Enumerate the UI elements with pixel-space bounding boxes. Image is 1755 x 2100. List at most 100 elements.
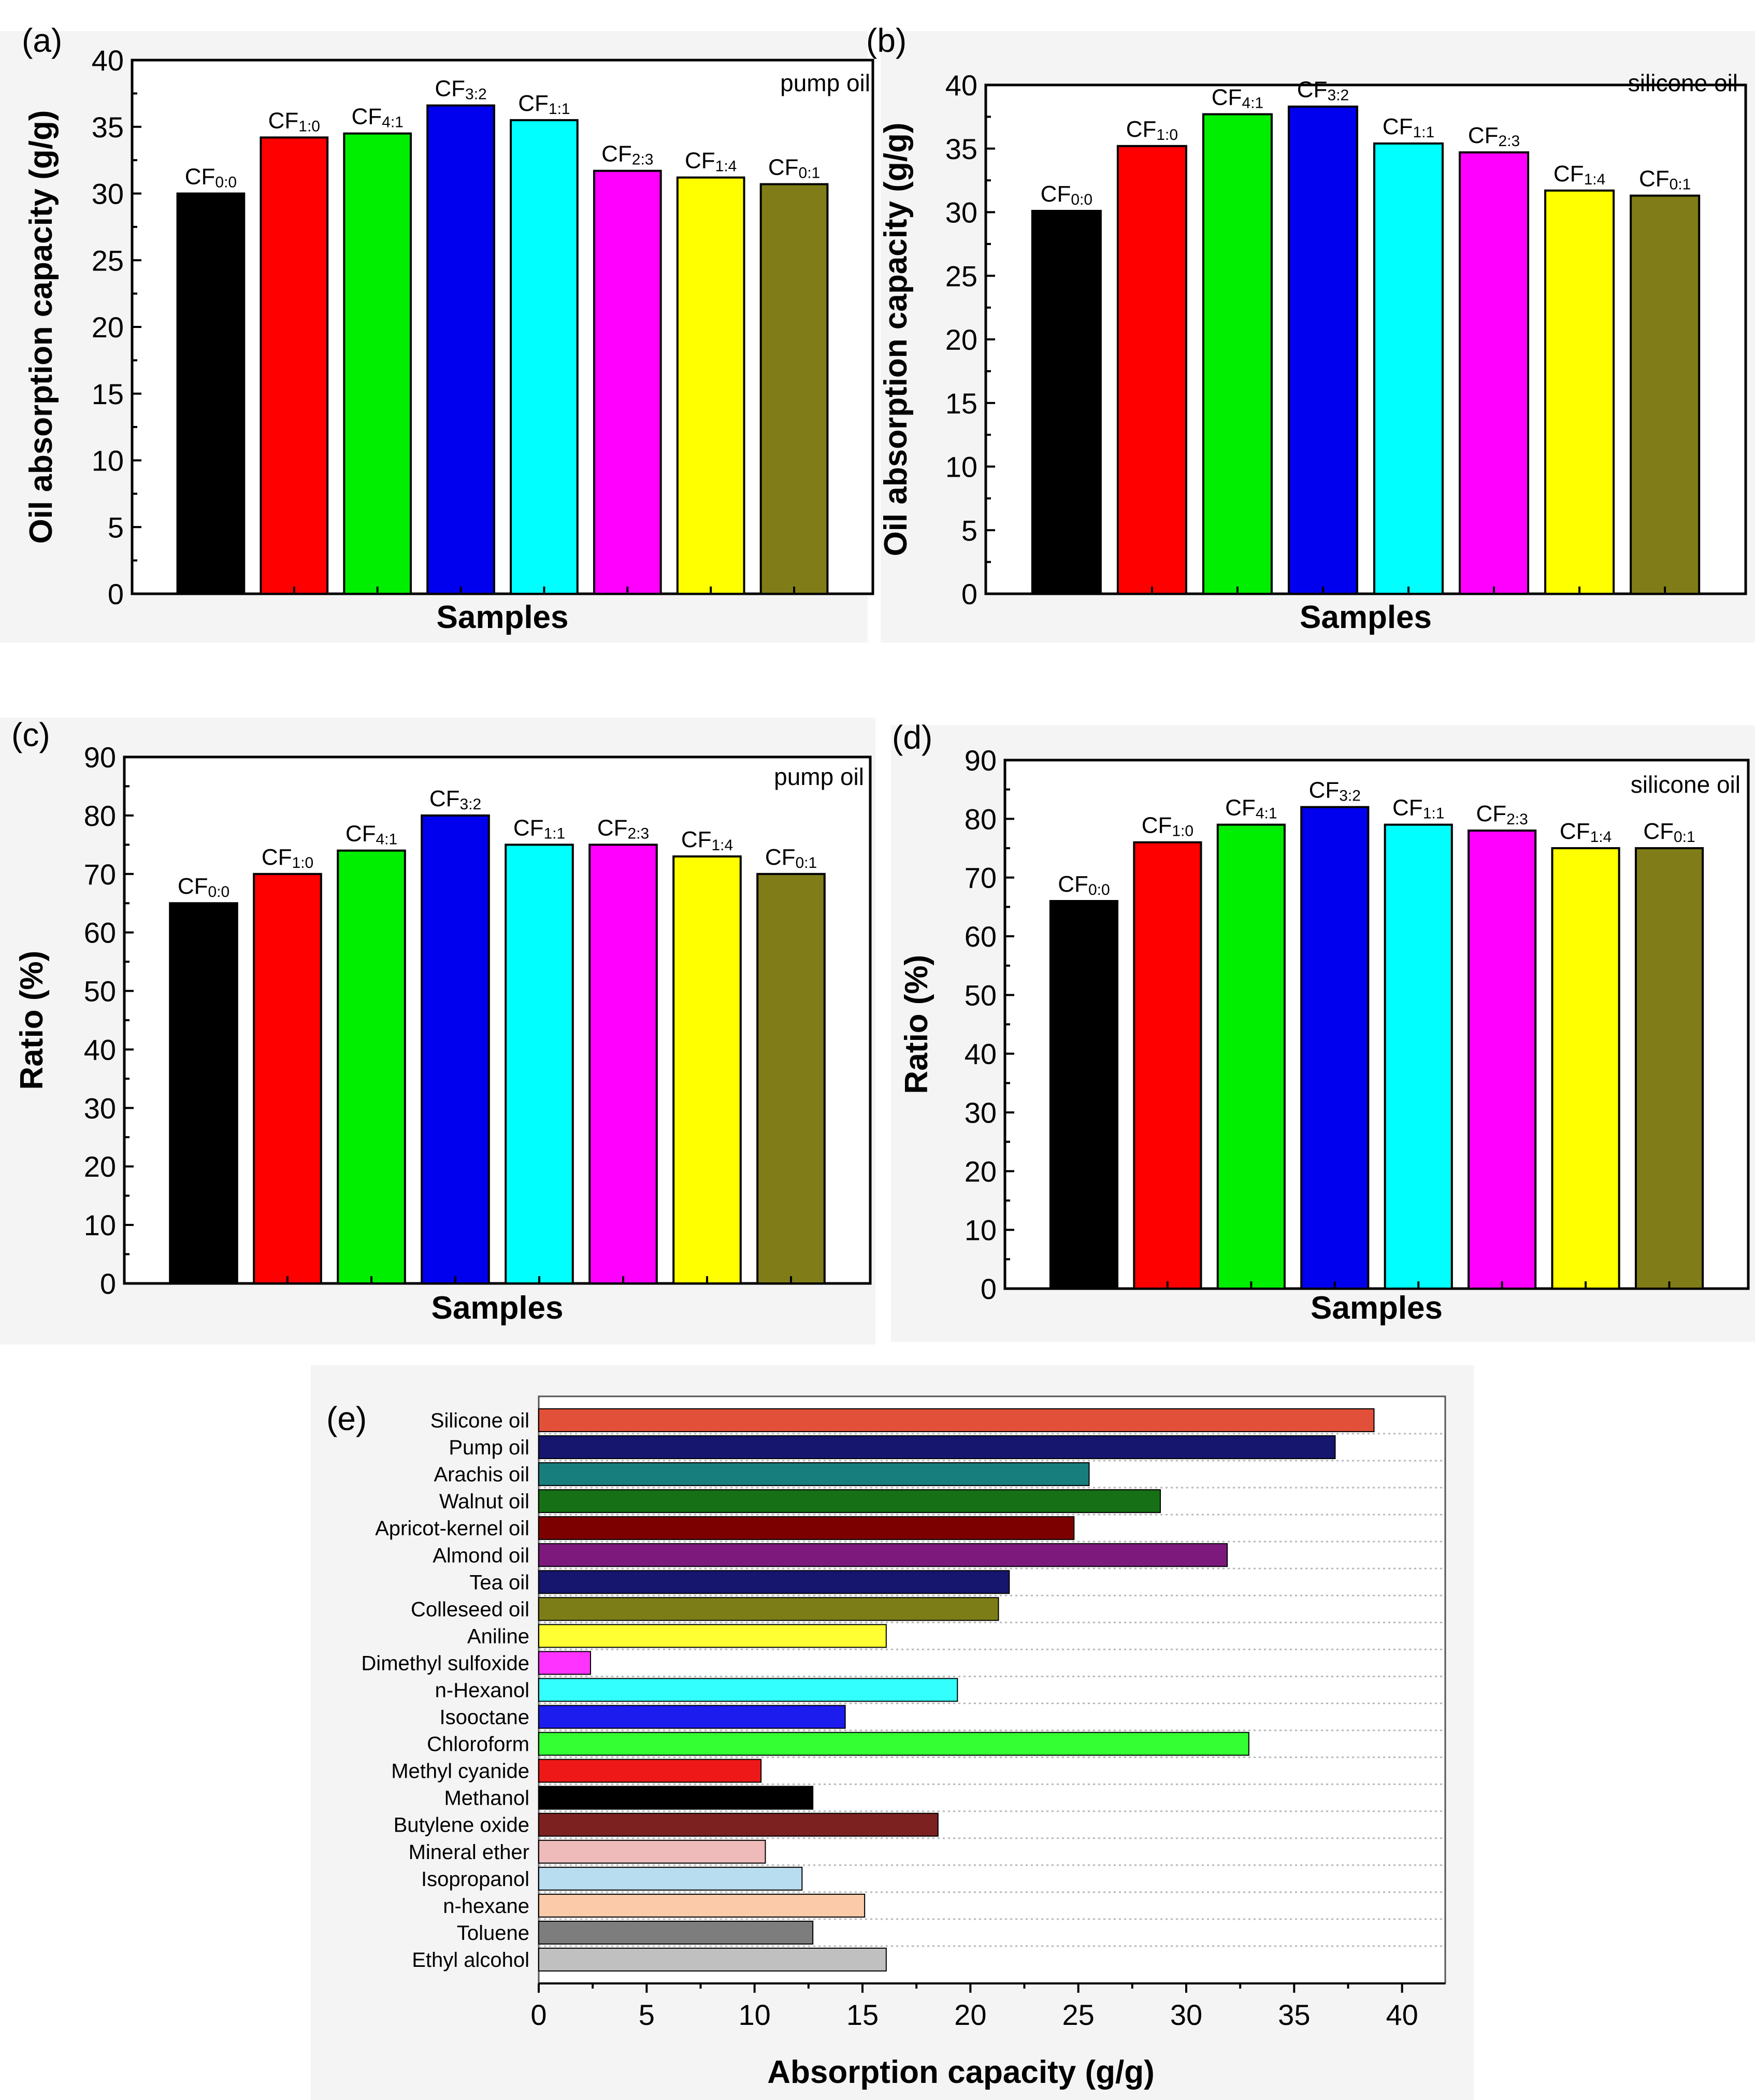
y-tick-label: 0	[100, 1267, 116, 1300]
panel-letter: (d)	[892, 719, 932, 756]
y-axis-title: Oil absorption capacity (g/g)	[23, 110, 59, 544]
bar	[538, 1435, 1336, 1460]
bar	[538, 1705, 846, 1729]
plot-area	[1003, 759, 1750, 1290]
x-axis-title: Samples	[1300, 599, 1432, 635]
bar	[759, 183, 829, 595]
bar	[1287, 105, 1358, 595]
y-tick-label: 5	[961, 514, 977, 547]
bar-label: CF0:1	[1639, 166, 1691, 193]
bar	[538, 1651, 591, 1675]
annotation: silicone oil	[1631, 771, 1740, 798]
bar-label: CF1:1	[1383, 114, 1434, 141]
bar	[1202, 113, 1273, 595]
x-tick-label: 20	[954, 1998, 986, 2031]
bar	[538, 1839, 766, 1864]
bar	[538, 1462, 1090, 1487]
y-tick-label: 60	[965, 920, 997, 953]
y-tick-label: 20	[945, 323, 977, 356]
bar	[756, 873, 826, 1285]
y-tick-label: 30	[965, 1096, 997, 1129]
bar	[169, 902, 238, 1284]
y-tick-label: 35	[945, 133, 977, 165]
panel-c: 0 10 20 30 40 50 60 70 80 90 CF0:0 CF1:0 CF4:1 CF3:2 C…	[0, 716, 875, 1345]
y-tick-label: 0	[108, 578, 124, 610]
category-label: Chloroform	[427, 1733, 529, 1756]
bar	[1459, 151, 1530, 595]
y-tick-label: 50	[965, 979, 997, 1011]
plot-area	[131, 59, 874, 595]
x-tick-label: 10	[739, 1998, 771, 2031]
bar-label: CF0:0	[1041, 181, 1092, 208]
annotation: silicone oil	[1628, 69, 1738, 96]
category-label: Butylene oxide	[394, 1814, 529, 1837]
bar-label: CF2:3	[1468, 123, 1520, 150]
category-label: Pump oil	[449, 1436, 529, 1459]
x-axis-title: Samples	[436, 599, 568, 635]
category-label: Isooctane	[440, 1706, 529, 1729]
bar-label: CF2:3	[597, 815, 649, 842]
y-tick-label: 15	[945, 387, 977, 420]
y-tick-label: 80	[84, 799, 116, 832]
y-tick-label: 10	[945, 451, 977, 483]
y-tick-label: 0	[961, 578, 977, 610]
bar	[1384, 823, 1453, 1290]
bar	[1133, 841, 1202, 1290]
bar	[1216, 823, 1286, 1290]
bar-label: CF1:4	[685, 148, 737, 175]
category-label: n-Hexanol	[435, 1679, 529, 1702]
bar	[510, 119, 579, 595]
panel-b: 0 5 10 15 20 25 30 35 40 CF0:0 CF1:0 CF4:1 CF3:2 CF1:…	[866, 22, 1755, 642]
y-tick-label: 35	[92, 111, 124, 144]
y-tick-label: 10	[965, 1214, 997, 1247]
x-tick-label: 40	[1386, 1998, 1418, 2031]
bar	[538, 1893, 866, 1918]
bar	[538, 1597, 999, 1621]
x-tick-label: 35	[1278, 1998, 1310, 2031]
bar-label: CF1:0	[268, 108, 320, 135]
category-label: Mineral ether	[409, 1841, 529, 1864]
bar	[337, 849, 406, 1284]
bar-label: CF1:4	[1560, 819, 1612, 846]
x-axis-title: Absorption capacity (g/g)	[767, 2054, 1154, 2090]
bar	[593, 169, 662, 595]
annotation: pump oil	[780, 69, 870, 96]
category-label: Methyl cyanide	[391, 1760, 529, 1783]
bar-label: CF0:0	[178, 874, 229, 901]
plot-area	[984, 83, 1747, 595]
bar	[538, 1785, 814, 1810]
category-label: Silicone oil	[430, 1409, 529, 1432]
y-axis-title: Ratio (%)	[899, 955, 934, 1094]
y-tick-label: 60	[84, 917, 116, 949]
category-label: Tea oil	[469, 1571, 529, 1594]
bar-label: CF1:0	[262, 845, 313, 872]
y-tick-label: 10	[92, 445, 124, 477]
bar-label: CF0:0	[1058, 872, 1110, 898]
y-tick-label: 90	[965, 744, 997, 777]
panel-a: 0 5 10 15 20 25 30 35 40 CF0:0 CF1:0 CF4:1 CF3:2 CF1:…	[0, 22, 874, 642]
category-label: Walnut oil	[439, 1490, 529, 1513]
bar	[676, 176, 745, 595]
y-tick-label: 40	[92, 44, 124, 77]
bar-label: CF1:4	[1553, 161, 1605, 188]
bar	[1300, 806, 1370, 1290]
bar-label: CF1:1	[513, 815, 565, 842]
x-axis-title: Samples	[1311, 1290, 1443, 1326]
y-tick-label: 20	[92, 311, 124, 344]
bar	[1373, 142, 1444, 595]
bar	[538, 1732, 1249, 1756]
category-label: Aniline	[467, 1625, 529, 1648]
bar-label: CF1:4	[681, 827, 733, 854]
y-tick-label: 30	[92, 178, 124, 210]
bar	[343, 132, 412, 595]
bar	[588, 844, 658, 1285]
bar-label: CF0:1	[765, 845, 817, 872]
bar	[672, 855, 742, 1284]
bar-label: CF0:1	[1643, 819, 1695, 846]
bar-label: CF3:2	[1309, 778, 1361, 805]
category-label: Apricot-kernel oil	[375, 1517, 529, 1540]
y-tick-label: 20	[84, 1150, 116, 1183]
bar	[538, 1570, 1010, 1594]
bar	[538, 1947, 887, 1972]
bar	[253, 873, 322, 1285]
